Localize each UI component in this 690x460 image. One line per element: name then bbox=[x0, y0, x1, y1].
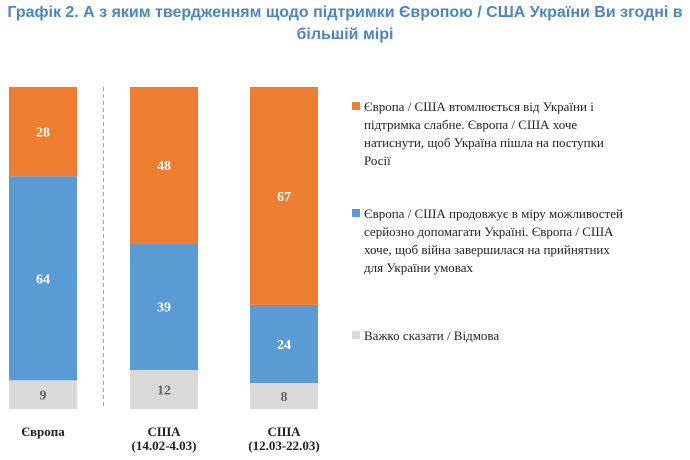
legend-swatch-hard bbox=[352, 331, 360, 339]
data-label-hard-1: 12 bbox=[157, 383, 171, 398]
bar-segment-support-2 bbox=[250, 304, 318, 383]
category-label-1-1: (14.02-4.03) bbox=[132, 438, 197, 453]
bar-segment-support-0 bbox=[9, 176, 77, 381]
data-label-tired-0: 28 bbox=[36, 126, 50, 141]
legend-text-tired-1: підтримка слабне. Європа / США хоче bbox=[364, 117, 577, 132]
data-label-support-1: 39 bbox=[157, 301, 171, 316]
data-label-support-0: 64 bbox=[36, 272, 50, 287]
legend-swatch-support bbox=[352, 209, 360, 217]
bar-segment-tired-1 bbox=[130, 87, 198, 244]
category-label-1-0: США bbox=[147, 424, 181, 439]
legend-text-tired-2: натиснути, щоб Україна пішла на поступки bbox=[364, 135, 604, 150]
legend-text-support-2: хоче, щоб війна завершилася на прийнятни… bbox=[364, 242, 610, 257]
category-label-0-0: Європа bbox=[21, 424, 65, 439]
bar-segment-tired-2 bbox=[250, 87, 318, 305]
bar-segment-hard-2 bbox=[250, 382, 318, 409]
legend-swatch-tired bbox=[352, 102, 360, 110]
data-label-tired-2: 67 bbox=[277, 190, 291, 205]
legend-text-tired-0: Європа / США втомлюється від України і bbox=[364, 99, 594, 114]
legend-text-support-3: для України умовах bbox=[364, 260, 474, 275]
data-label-tired-1: 48 bbox=[157, 159, 171, 174]
data-label-hard-2: 8 bbox=[281, 390, 288, 405]
bar-segment-tired-0 bbox=[9, 87, 77, 177]
chart-title-line-1: Графік 2. А з яким твердженням щодо підт… bbox=[7, 4, 683, 21]
legend-text-hard-0: Важко сказати / Відмова bbox=[364, 328, 499, 343]
data-label-support-2: 24 bbox=[277, 338, 291, 353]
legend-text-tired-3: Росії bbox=[364, 153, 391, 168]
data-label-hard-0: 9 bbox=[40, 389, 47, 404]
category-label-2-0: США bbox=[267, 424, 301, 439]
bar-segment-support-1 bbox=[130, 243, 198, 370]
bar-segment-hard-0 bbox=[9, 380, 77, 409]
chart-title-line-2: більшій мірі bbox=[296, 26, 394, 43]
chart-title: Графік 2. А з яким твердженням щодо підт… bbox=[0, 2, 690, 46]
category-label-2-1: (12.03-22.03) bbox=[248, 438, 320, 453]
legend-text-support-1: серйозно допомагати Україні. Європа / СШ… bbox=[364, 224, 614, 239]
legend-text-support-0: Європа / США продовжує в міру можливосте… bbox=[364, 206, 623, 221]
bar-segment-hard-1 bbox=[130, 369, 198, 409]
